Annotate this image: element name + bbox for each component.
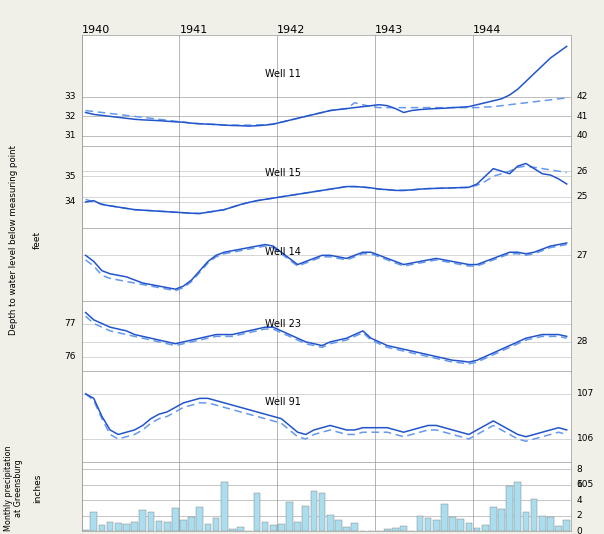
Bar: [310, 491, 317, 531]
Bar: [237, 528, 244, 531]
Text: 77: 77: [64, 319, 76, 328]
Text: Depth to water level below measuring point: Depth to water level below measuring poi…: [9, 145, 18, 335]
Text: 33: 33: [64, 92, 76, 101]
Text: 32: 32: [64, 112, 76, 121]
Bar: [172, 508, 179, 531]
Text: 34: 34: [64, 198, 76, 207]
Bar: [164, 522, 170, 531]
Text: 76: 76: [64, 352, 76, 361]
Bar: [91, 512, 97, 531]
Bar: [147, 512, 154, 531]
Bar: [188, 517, 195, 531]
Bar: [433, 520, 440, 531]
Text: inches: inches: [33, 474, 42, 504]
Bar: [335, 520, 342, 531]
Text: 106: 106: [577, 435, 594, 443]
Text: Well 15: Well 15: [265, 168, 301, 178]
Bar: [278, 523, 284, 531]
Bar: [115, 523, 121, 531]
Bar: [482, 525, 489, 531]
Text: Well 14: Well 14: [265, 247, 301, 257]
Bar: [400, 526, 407, 531]
Bar: [531, 499, 538, 531]
Bar: [343, 528, 350, 531]
Text: 8: 8: [577, 465, 582, 474]
Text: 1942: 1942: [277, 25, 306, 35]
Text: 41: 41: [577, 112, 588, 121]
Text: 4: 4: [577, 496, 582, 505]
Text: 2: 2: [577, 512, 582, 520]
Text: 1943: 1943: [375, 25, 403, 35]
Text: 1944: 1944: [473, 25, 501, 35]
Bar: [123, 523, 130, 531]
Text: Well 11: Well 11: [265, 69, 301, 79]
Bar: [392, 528, 399, 531]
Text: 40: 40: [577, 131, 588, 140]
Bar: [254, 492, 260, 531]
Bar: [131, 522, 138, 531]
Bar: [474, 528, 480, 531]
Text: 6: 6: [577, 480, 582, 489]
Bar: [539, 516, 545, 531]
Bar: [286, 502, 293, 531]
Bar: [327, 515, 333, 531]
Text: 1940: 1940: [82, 25, 110, 35]
Text: 28: 28: [577, 337, 588, 347]
Bar: [213, 518, 219, 531]
Bar: [98, 525, 105, 531]
Bar: [506, 485, 513, 531]
Text: 42: 42: [577, 92, 588, 101]
Text: 0: 0: [577, 527, 582, 534]
Bar: [457, 519, 464, 531]
Text: feet: feet: [33, 231, 42, 249]
Text: 26: 26: [577, 167, 588, 176]
Bar: [515, 483, 521, 531]
Bar: [270, 525, 277, 531]
Text: 31: 31: [64, 131, 76, 140]
Text: Monthly precipitation
at Greensburg: Monthly precipitation at Greensburg: [4, 446, 23, 531]
Bar: [82, 530, 89, 531]
Bar: [417, 516, 423, 531]
Bar: [205, 524, 211, 531]
Text: 107: 107: [577, 389, 594, 398]
Bar: [466, 523, 472, 531]
Bar: [522, 512, 529, 531]
Bar: [498, 509, 505, 531]
Bar: [384, 529, 391, 531]
Text: 25: 25: [577, 192, 588, 201]
Bar: [229, 529, 236, 531]
Text: 35: 35: [64, 172, 76, 181]
Bar: [221, 483, 228, 531]
Bar: [294, 522, 301, 531]
Bar: [425, 518, 431, 531]
Bar: [441, 504, 448, 531]
Bar: [156, 521, 162, 531]
Text: 105: 105: [577, 480, 594, 489]
Bar: [180, 520, 187, 531]
Bar: [319, 492, 326, 531]
Bar: [449, 517, 456, 531]
Bar: [547, 517, 554, 531]
Text: 27: 27: [577, 251, 588, 260]
Text: Well 23: Well 23: [265, 319, 301, 329]
Bar: [490, 507, 496, 531]
Bar: [555, 526, 562, 531]
Bar: [262, 522, 268, 531]
Bar: [564, 520, 570, 531]
Text: Well 91: Well 91: [265, 397, 301, 407]
Bar: [352, 523, 358, 531]
Bar: [303, 506, 309, 531]
Bar: [107, 522, 114, 531]
Text: 1941: 1941: [179, 25, 208, 35]
Bar: [140, 509, 146, 531]
Bar: [196, 507, 203, 531]
